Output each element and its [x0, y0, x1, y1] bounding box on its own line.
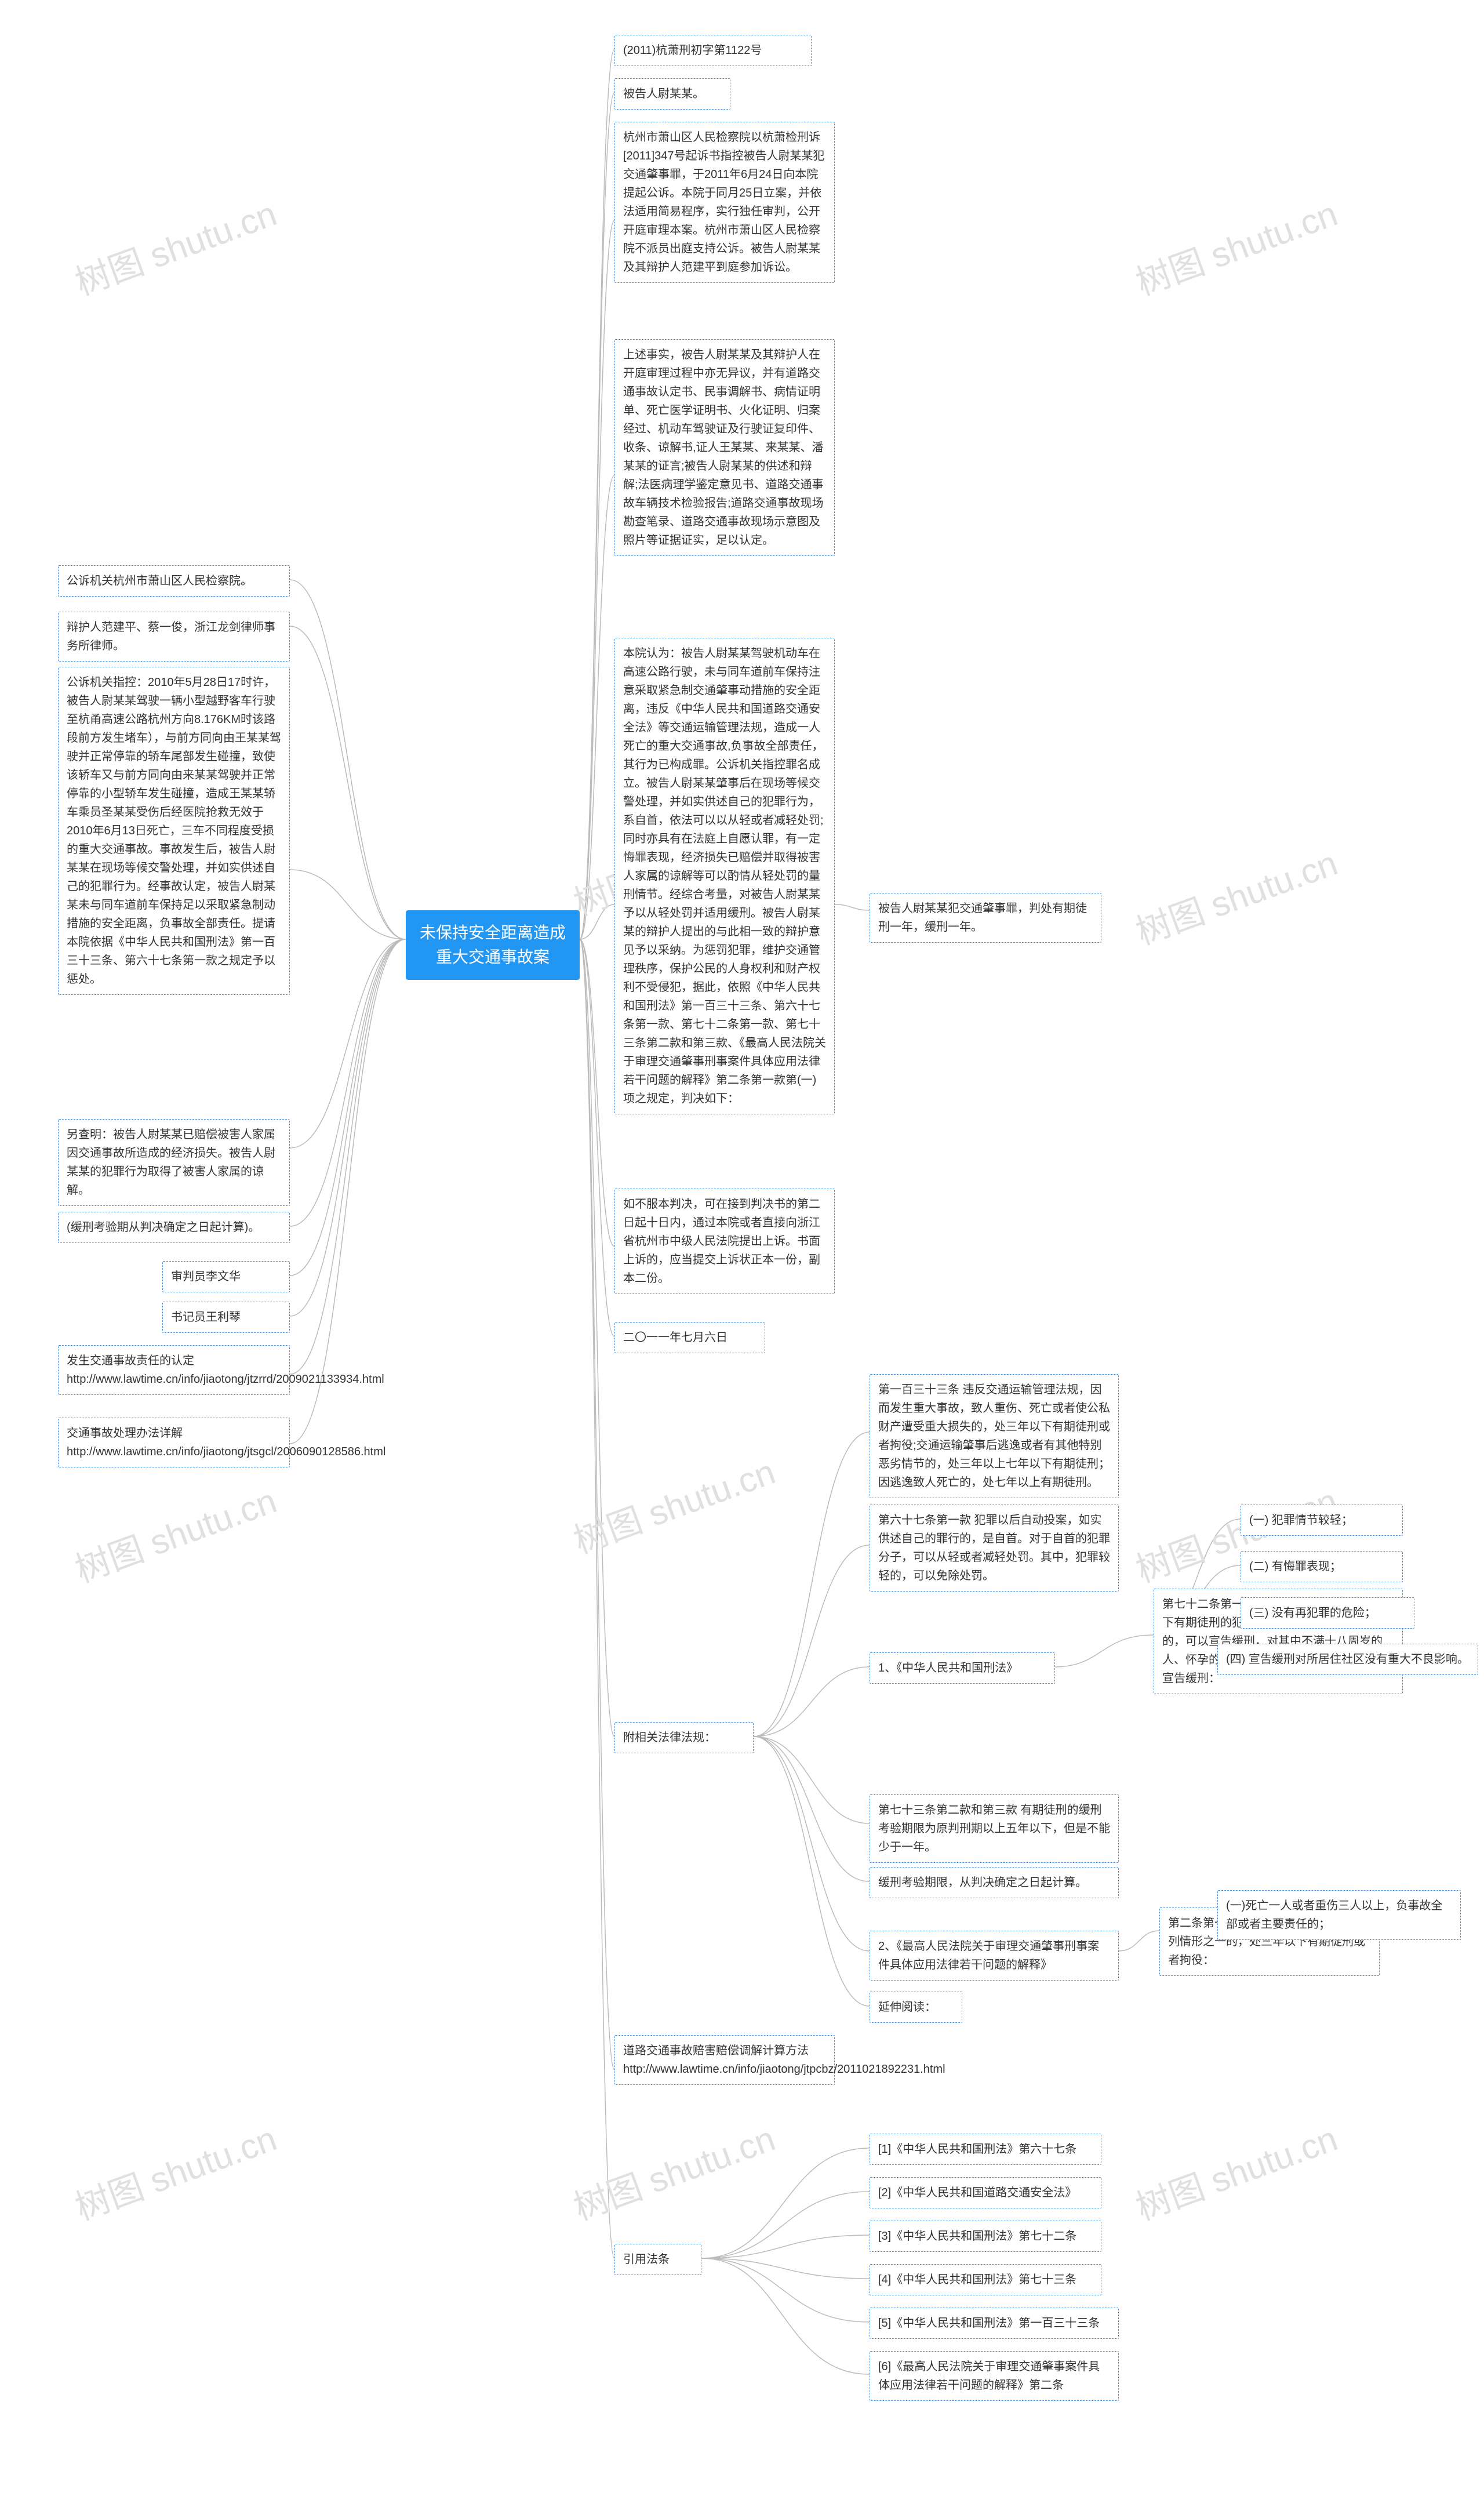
- right-node-r3: 杭州市萧山区人民检察院以杭萧检刑诉[2011]347号起诉书指控被告人尉某某犯交…: [614, 122, 835, 283]
- left-node-l6: 审判员李文华: [162, 1261, 290, 1292]
- left-node-l2: 辩护人范建平、蔡一俊，浙江龙剑律师事务所律师。: [58, 612, 290, 662]
- left-node-l7: 书记员王利琴: [162, 1302, 290, 1333]
- mid-node-m13: [5]《中华人民共和国刑法》第一百三十三条: [870, 2308, 1119, 2339]
- right-node-r2: 被告人尉某某。: [614, 78, 730, 110]
- left-node-l4: 另查明：被告人尉某某已赔偿被害人家属因交通事故所造成的经济损失。被告人尉某某的犯…: [58, 1119, 290, 1206]
- mid-node-m6: 缓刑考验期限，从判决确定之日起计算。: [870, 1867, 1119, 1898]
- left-node-l1: 公诉机关杭州市萧山区人民检察院。: [58, 565, 290, 597]
- mid-node-m7: 2、《最高人民法院关于审理交通肇事刑事案件具体应用法律若干问题的解释》: [870, 1931, 1119, 1981]
- watermark: 树图 shutu.cn: [1128, 186, 1343, 305]
- watermark: 树图 shutu.cn: [67, 2110, 282, 2230]
- mid-node-m10: [2]《中华人民共和国道路交通安全法》: [870, 2177, 1101, 2208]
- far-node-f5: (四) 宣告缓刑对所居住社区没有重大不良影响。: [1217, 1644, 1478, 1675]
- left-node-l8: 发生交通事故责任的认定http://www.lawtime.cn/info/ji…: [58, 1345, 290, 1395]
- mid-node-m4: 1、《中华人民共和国刑法》: [870, 1652, 1055, 1684]
- mid-node-m14: [6]《最高人民法院关于审理交通肇事案件具体应用法律若干问题的解释》第二条: [870, 2351, 1119, 2401]
- watermark: 树图 shutu.cn: [566, 2110, 781, 2230]
- right-node-r6: 如不服本判决，可在接到判决书的第二日起十日内，通过本院或者直接向浙江省杭州市中级…: [614, 1189, 835, 1294]
- far-node-f2: (一) 犯罪情节较轻；: [1241, 1505, 1403, 1536]
- far-node-f3: (二) 有悔罪表现；: [1241, 1551, 1403, 1582]
- right-node-r5: 本院认为：被告人尉某某驾驶机动车在高速公路行驶，未与同车道前车保持注意采取紧急制…: [614, 638, 835, 1114]
- right-node-r10: 引用法条: [614, 2244, 701, 2275]
- right-node-r4: 上述事实，被告人尉某某及其辩护人在开庭审理过程中亦无异议，并有道路交通事故认定书…: [614, 339, 835, 556]
- right-node-r8: 附相关法律法规：: [614, 1722, 754, 1753]
- right-node-r9: 道路交通事故赔害赔偿调解计算方法http://www.lawtime.cn/in…: [614, 2035, 835, 2085]
- mid-node-m9: [1]《中华人民共和国刑法》第六十七条: [870, 2134, 1101, 2165]
- right-node-r1: (2011)杭萧刑初字第1122号: [614, 35, 812, 66]
- mindmap-canvas: 树图 shutu.cn 树图 shutu.cn 树图 shutu.cn 树图 shut…: [0, 0, 1484, 2496]
- watermark: 树图 shutu.cn: [1128, 2110, 1343, 2230]
- right-node-r7: 二〇一一年七月六日: [614, 1322, 765, 1353]
- mid-node-m1: 被告人尉某某犯交通肇事罪，判处有期徒刑一年，缓刑一年。: [870, 893, 1101, 943]
- watermark: 树图 shutu.cn: [67, 1473, 282, 1592]
- mid-node-m8: 延伸阅读：: [870, 1992, 962, 2023]
- mid-node-m11: [3]《中华人民共和国刑法》第七十二条: [870, 2221, 1101, 2252]
- mid-node-m12: [4]《中华人民共和国刑法》第七十三条: [870, 2264, 1101, 2295]
- mid-node-m5: 第七十三条第二款和第三款 有期徒刑的缓刑考验期限为原判刑期以上五年以下，但是不能…: [870, 1794, 1119, 1863]
- watermark: 树图 shutu.cn: [67, 186, 282, 305]
- mid-node-m2: 第一百三十三条 违反交通运输管理法规，因而发生重大事故，致人重伤、死亡或者使公私…: [870, 1374, 1119, 1498]
- root-node: 未保持安全距离造成重大交通事故案: [406, 910, 580, 980]
- far-node-f4: (三) 没有再犯罪的危险；: [1241, 1597, 1414, 1629]
- watermark: 树图 shutu.cn: [566, 1444, 781, 1563]
- left-node-l5: (缓刑考验期从判决确定之日起计算)。: [58, 1212, 290, 1243]
- watermark: 树图 shutu.cn: [1128, 835, 1343, 954]
- left-node-l3: 公诉机关指控：2010年5月28日17时许，被告人尉某某驾驶一辆小型越野客车行驶…: [58, 667, 290, 995]
- far-node-f7: (一)死亡一人或者重伤三人以上，负事故全部或者主要责任的；: [1217, 1890, 1461, 1940]
- mid-node-m3: 第六十七条第一款 犯罪以后自动投案，如实供述自己的罪行的，是自首。对于自首的犯罪…: [870, 1505, 1119, 1592]
- left-node-l9: 交通事故处理办法详解http://www.lawtime.cn/info/jia…: [58, 1418, 290, 1467]
